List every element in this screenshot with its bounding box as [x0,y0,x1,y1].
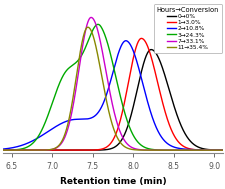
Line: 0→0%: 0→0% [0,50,225,150]
11→35.4% [36,149,39,151]
3→24.3% [97,24,100,26]
1→3.0% [97,148,100,151]
3→24.3% [206,149,208,151]
0→0% [97,149,100,151]
7→33.1% [36,149,39,151]
7→33.1% [22,149,24,151]
3→24.3% [22,147,24,150]
0→0% [149,48,152,51]
0→0% [206,148,208,151]
7→33.1% [97,36,100,38]
1→3.0% [206,149,208,151]
2→10.8% [206,149,208,151]
0→0% [36,149,39,151]
Line: 2→10.8%: 2→10.8% [0,41,225,150]
2→10.8% [87,118,90,120]
Line: 3→24.3%: 3→24.3% [0,24,225,150]
3→24.3% [87,38,90,41]
2→10.8% [97,110,100,112]
3→24.3% [96,23,99,26]
Line: 11→35.4%: 11→35.4% [0,27,225,150]
2→10.8% [22,144,24,146]
0→0% [22,149,24,151]
0→0% [87,149,90,151]
1→3.0% [87,149,90,151]
7→33.1% [206,149,208,151]
11→35.4% [206,149,208,151]
11→35.4% [86,26,89,28]
2→10.8% [36,137,39,139]
Legend: 0→0%, 1→3.0%, 2→10.8%, 3→24.3%, 7→33.1%, 11→35.4%: 0→0%, 1→3.0%, 2→10.8%, 3→24.3%, 7→33.1%,… [153,4,221,53]
11→35.4% [22,149,24,151]
7→33.1% [87,19,90,21]
3→24.3% [36,136,39,139]
Line: 7→33.1%: 7→33.1% [0,17,225,150]
11→35.4% [97,62,100,64]
7→33.1% [89,16,92,19]
Line: 1→3.0%: 1→3.0% [0,38,225,150]
2→10.8% [124,40,127,42]
1→3.0% [22,149,24,151]
X-axis label: Retention time (min): Retention time (min) [59,177,166,186]
1→3.0% [36,149,39,151]
1→3.0% [140,37,142,40]
11→35.4% [87,26,90,29]
